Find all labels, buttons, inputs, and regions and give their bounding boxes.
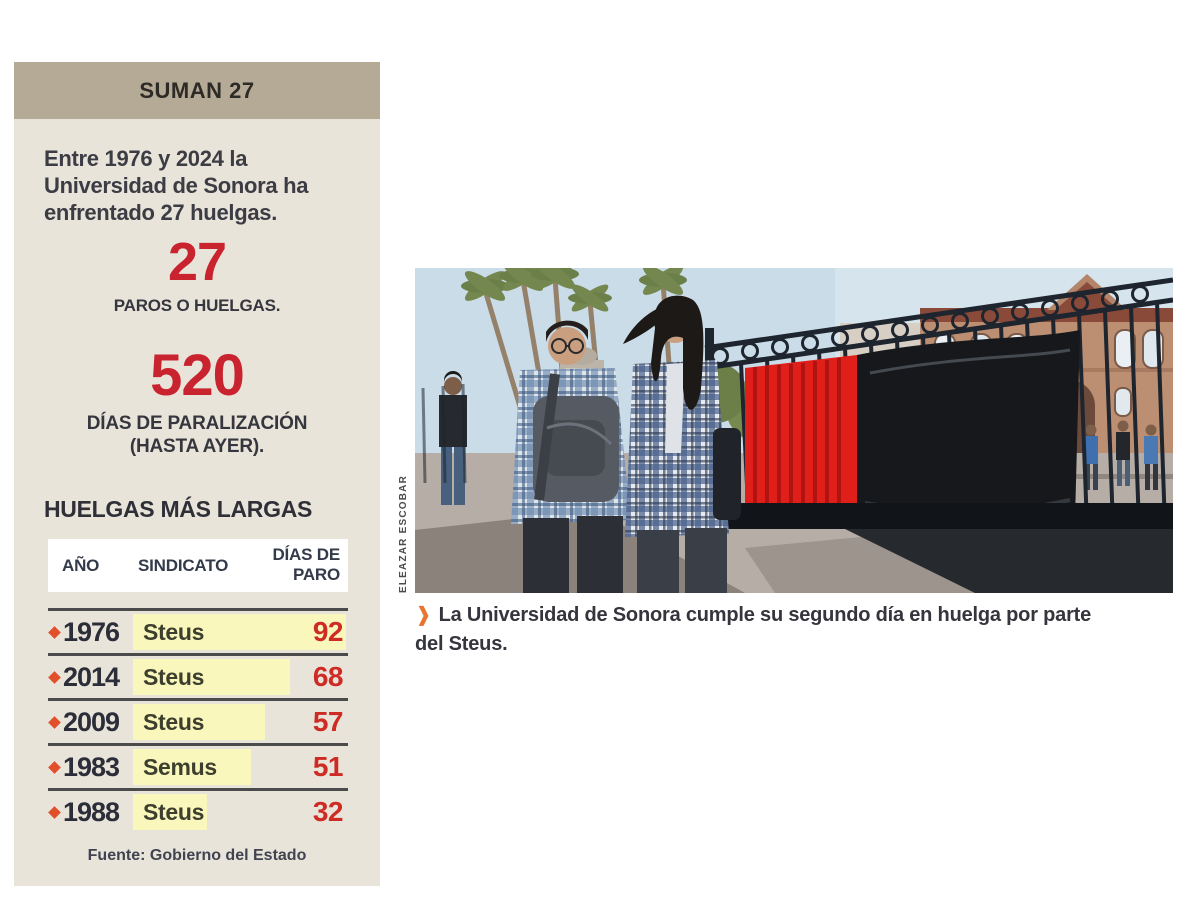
stat-strikes-value: 27: [167, 232, 227, 292]
union-cell: Semus: [143, 754, 217, 780]
diamond-bullet-icon: [48, 806, 61, 819]
student-right: [623, 295, 741, 593]
table-row: 1988 Steus 32: [48, 788, 348, 833]
union-cell: Steus: [143, 709, 205, 735]
union-cell: Steus: [143, 664, 205, 690]
table-header: AÑO SINDICATO DÍAS DE PARO: [48, 539, 348, 592]
table-row: 2009 Steus 57: [48, 698, 348, 743]
stat-days-value: 520: [150, 343, 245, 408]
year-cell: 2009: [63, 707, 120, 737]
table-row: 1976 Steus 92: [48, 608, 348, 653]
column-header-days: DÍAS DE PARO: [272, 545, 340, 584]
student-left: [511, 320, 631, 593]
days-bar: [133, 794, 207, 830]
diamond-bullet-icon: [48, 716, 61, 729]
days-cell: 32: [312, 796, 344, 827]
stat-days-label-line2: (HASTA AYER).: [129, 436, 265, 457]
days-bar: [133, 659, 290, 695]
stat-days-label: DÍAS DE PARALIZACIÓN (HASTA AYER).: [14, 412, 380, 458]
days-bar: [133, 704, 265, 740]
news-photo: [415, 268, 1173, 593]
diamond-bullet-icon: [48, 671, 61, 684]
table-row: 2014 Steus 68: [48, 653, 348, 698]
photo-credit-text: ELEAZAR ESCOBAR: [397, 474, 409, 593]
caption-marker-icon: ❱: [415, 604, 432, 626]
source-note: Fuente: Gobierno del Estado: [87, 847, 307, 864]
panel-title: SUMAN 27: [139, 77, 255, 103]
strike-flag: [700, 330, 1173, 593]
year-cell: 1983: [63, 752, 120, 782]
table-title: HUELGAS MÁS LARGAS: [44, 496, 313, 522]
days-bar: [133, 749, 251, 785]
column-header-union: SINDICATO: [138, 556, 229, 575]
days-cell: 92: [312, 616, 344, 647]
union-cell: Steus: [143, 799, 205, 825]
photo-caption: ❱ La Universidad de Sonora cumple su segu…: [415, 601, 1115, 659]
panel-header-bar: SUMAN 27: [14, 62, 380, 119]
year-cell: 2014: [63, 662, 120, 692]
days-cell: 51: [312, 751, 344, 782]
photo-caption-text: La Universidad de Sonora cumple su segun…: [415, 604, 1092, 655]
column-header-year: AÑO: [62, 556, 100, 575]
table-row: 1983 Semus 51: [48, 743, 348, 788]
campus-photo-illustration: [415, 268, 1173, 593]
intro-text: Entre 1976 y 2024 la Universidad de Sono…: [44, 146, 309, 225]
days-cell: 57: [312, 706, 344, 737]
stat-days-label-line1: DÍAS DE PARALIZACIÓN: [86, 413, 308, 434]
days-bar: [133, 614, 346, 650]
year-cell: 1988: [63, 797, 120, 827]
strikes-table-rows: 1976 Steus 92 2014 Steus 68 2009 Steus 5…: [48, 608, 348, 833]
year-cell: 1976: [63, 617, 120, 647]
days-cell: 68: [312, 661, 344, 692]
diamond-bullet-icon: [48, 626, 61, 639]
diamond-bullet-icon: [48, 761, 61, 774]
union-cell: Steus: [143, 619, 205, 645]
stat-strikes-label: PAROS O HUELGAS.: [113, 296, 281, 315]
infographic-panel: SUMAN 27 Entre 1976 y 2024 la Universida…: [14, 62, 380, 886]
photo-credit: ELEAZAR ESCOBAR: [393, 268, 413, 593]
